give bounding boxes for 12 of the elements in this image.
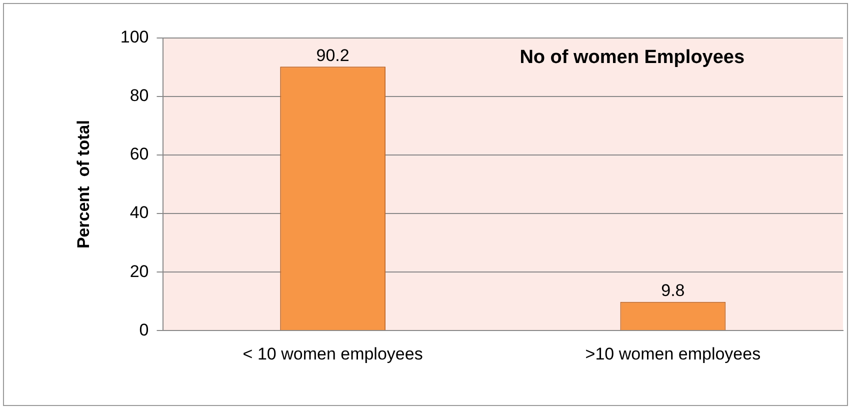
data-label: 9.8 <box>661 281 685 300</box>
y-axis-title: Percent of total <box>74 120 93 249</box>
data-label: 90.2 <box>316 46 350 65</box>
y-tick-label: 40 <box>130 203 149 222</box>
y-tick-label: 80 <box>130 86 149 106</box>
y-tick-label: 60 <box>130 144 149 164</box>
text: No of women Employees <box>520 47 745 68</box>
y-tick-label: 20 <box>130 262 149 281</box>
y-tick-label: 100 <box>120 28 149 47</box>
y-tick-label: 0 <box>139 320 149 340</box>
x-tick-label: >10 women employees <box>585 344 761 364</box>
x-tick-label: < 10 women employees <box>242 344 423 364</box>
